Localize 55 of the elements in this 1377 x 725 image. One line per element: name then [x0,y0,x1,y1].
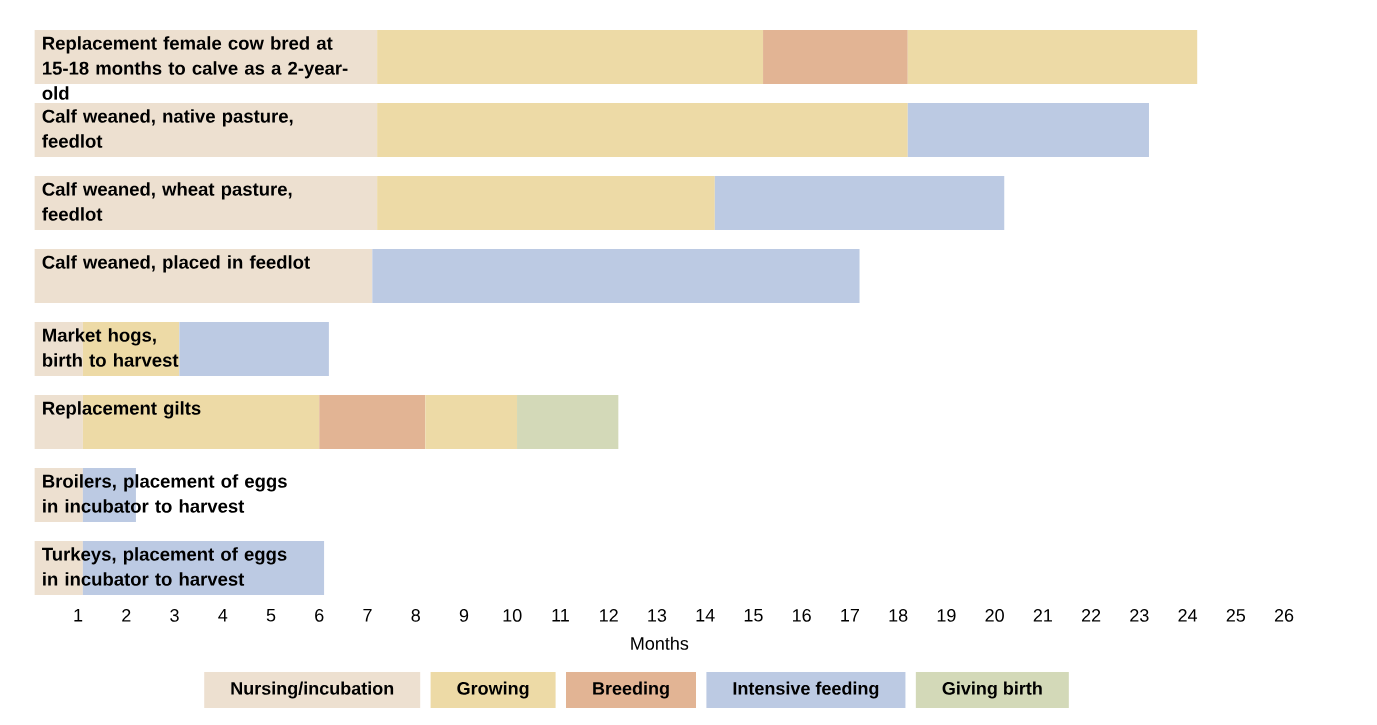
x-tick-label: 22 [1081,609,1101,622]
x-tick-label: 26 [1274,609,1294,622]
x-tick-label: 13 [648,609,667,622]
x-tick-label: 24 [1178,609,1198,622]
y-tick-label: Replacement gilts [43,401,201,419]
x-tick-label: 15 [744,609,763,622]
bar [425,394,518,449]
bar [377,175,715,231]
x-tick-label: 8 [411,609,420,622]
y-tick-label: Calf weaned, placed in feedlot [42,255,310,273]
text: Intensive feeding [733,681,879,699]
x-tick-label: 4 [218,609,228,622]
x-tick-label: 10 [503,609,522,622]
x-tick-label: 1 [74,609,83,622]
text: Nursing/incubation [231,681,394,699]
x-tick-label: 2 [122,609,131,622]
bar [517,394,619,449]
x-tick-label: 7 [363,609,372,622]
bar [907,29,1198,85]
y-tick-label: Market hogs, birth to harvest [43,328,179,367]
text: Giving birth [942,681,1042,699]
bar [179,321,329,377]
x-tick-label: 20 [985,609,1004,622]
bar [907,102,1149,158]
y-tick-label: Calf weaned, wheat pasture, feedlot [42,182,292,221]
bar [34,175,378,231]
y-tick-label: Broilers, placement of eggs in incubator to harvest [43,474,287,513]
x-tick-label: 6 [315,609,324,622]
x-tick-label: 21 [1033,609,1052,622]
x-tick-label: 12 [600,609,618,622]
bar [714,175,1005,231]
bar [372,248,860,304]
bar [34,248,373,304]
y-tick-label: Turkeys, placement of eggs in incubator to harvest [42,547,287,586]
y-tick-label: Replacement female cow bred at 15-18 months to calve as a 2-year-old [42,36,348,100]
bar [34,102,378,158]
x-tick-label: 25 [1226,609,1246,622]
x-tick-label: 11 [552,609,569,622]
x-tick-label: 18 [889,609,908,622]
x-tick-label: 5 [266,609,276,622]
x-tick-label: 23 [1130,609,1149,622]
x-tick-label: 3 [170,609,179,622]
text: Growing [457,681,529,699]
y-tick-label: Calf weaned, native pasture, feedlot [42,109,293,148]
x-tick-label: 16 [793,609,811,622]
x-tick-label: 9 [459,609,469,622]
bar [377,102,908,158]
x-tick-label: 14 [696,609,715,622]
text: Breeding [593,681,669,699]
x-axis-title: Months [631,636,689,650]
bar [763,29,908,85]
x-tick-label: 17 [841,609,859,622]
bar [319,394,426,449]
x-tick-label: 19 [937,609,956,622]
bar [377,29,764,85]
